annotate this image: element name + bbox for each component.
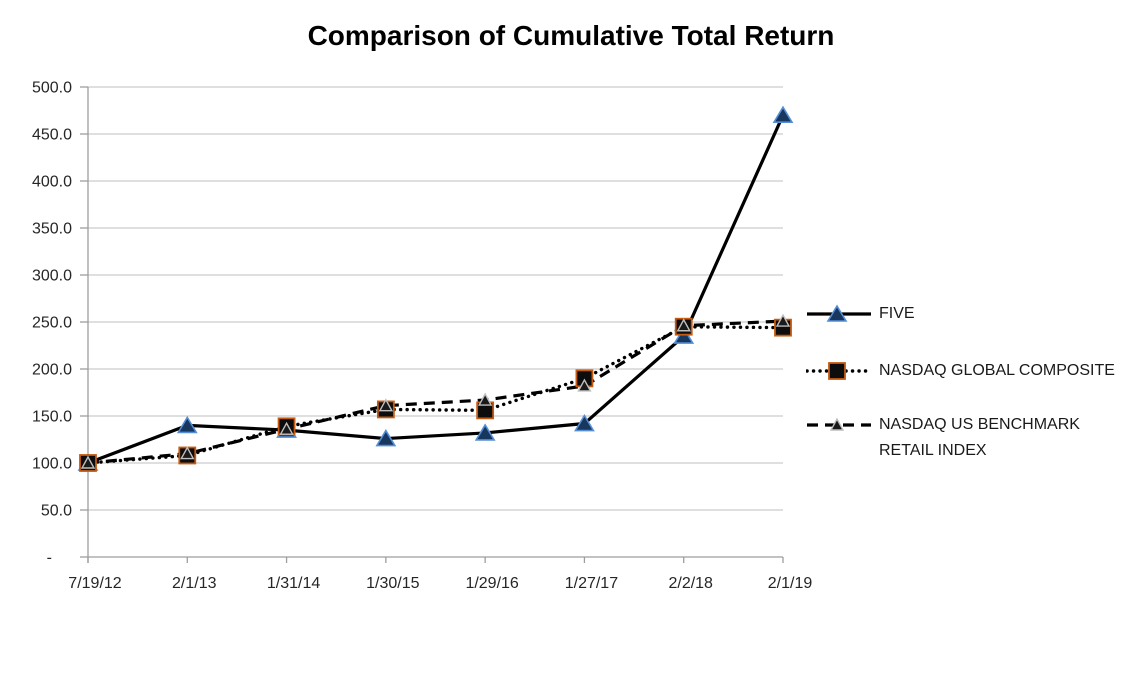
svg-text:450.0: 450.0 — [32, 127, 72, 144]
legend-item-five: FIVE — [806, 301, 915, 327]
legend-item-nasdaq-us-benchmark-retail-index: NASDAQ US BENCHMARK RETAIL INDEX — [806, 412, 1097, 464]
svg-text:350.0: 350.0 — [32, 221, 72, 238]
svg-text:50.0: 50.0 — [41, 503, 72, 520]
svg-text:1/29/16: 1/29/16 — [465, 575, 518, 592]
svg-text:500.0: 500.0 — [32, 80, 72, 97]
svg-text:1/30/15: 1/30/15 — [366, 575, 419, 592]
legend-label-nasdaq-global-composite: NASDAQ GLOBAL COMPOSITE — [879, 362, 1115, 379]
svg-text:200.0: 200.0 — [32, 362, 72, 379]
svg-text:2/1/13: 2/1/13 — [172, 575, 217, 592]
svg-text:1/31/14: 1/31/14 — [267, 575, 320, 592]
svg-text:7/19/12: 7/19/12 — [68, 575, 121, 592]
svg-text:250.0: 250.0 — [32, 315, 72, 332]
svg-text:2/2/18: 2/2/18 — [668, 575, 713, 592]
dashed-line-triangle-marker-icon — [807, 417, 871, 431]
legend-label-five: FIVE — [879, 305, 915, 322]
svg-text:400.0: 400.0 — [32, 174, 72, 191]
svg-text:2/1/19: 2/1/19 — [768, 575, 813, 592]
svg-text:-: - — [47, 550, 52, 567]
dotted-line-square-marker-icon — [806, 362, 872, 380]
legend-item-nasdaq-global-composite: NASDAQ GLOBAL COMPOSITE — [806, 358, 1115, 384]
legend-label-nasdaq-us-benchmark-retail-index: NASDAQ US BENCHMARK RETAIL INDEX — [879, 416, 1080, 459]
svg-text:1/27/17: 1/27/17 — [565, 575, 618, 592]
svg-text:100.0: 100.0 — [32, 456, 72, 473]
solid-line-triangle-marker-icon — [807, 304, 871, 322]
svg-text:300.0: 300.0 — [32, 268, 72, 285]
chart-title: Comparison of Cumulative Total Return — [307, 20, 835, 51]
svg-text:150.0: 150.0 — [32, 409, 72, 426]
